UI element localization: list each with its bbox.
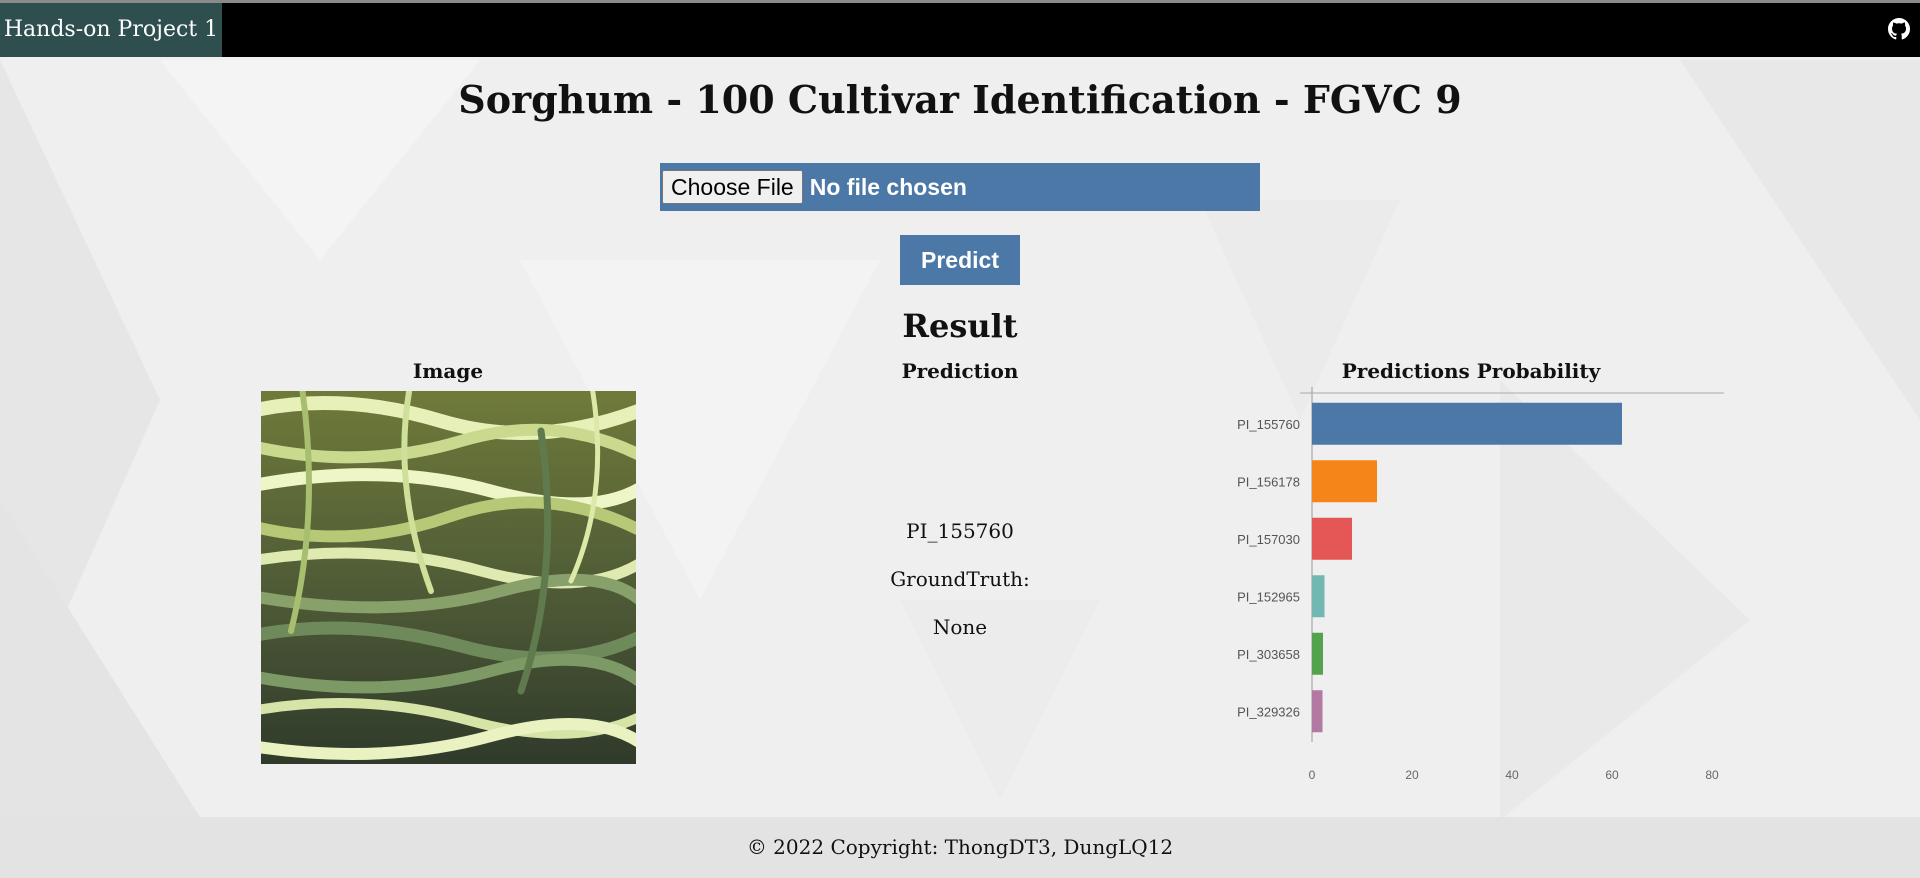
footer-copyright: © 2022 Copyright: ThongDT3, DungLQ12 — [746, 835, 1174, 859]
groundtruth-value: None — [932, 615, 988, 639]
result-heading: Result — [902, 307, 1018, 345]
chart-x-tick-label: 60 — [1605, 768, 1619, 782]
prediction-label: PI_155760 — [906, 519, 1014, 543]
prediction-column-heading: Prediction — [901, 359, 1019, 383]
predict-button[interactable]: Predict — [900, 235, 1020, 285]
chart-bar-pi-155760 — [1312, 402, 1622, 445]
footer: © 2022 Copyright: ThongDT3, DungLQ12 — [0, 817, 1920, 878]
navbar: Hands-on Project 1 — [0, 0, 1920, 57]
github-icon[interactable] — [1888, 18, 1910, 40]
uploaded-sorghum-image — [261, 391, 636, 764]
groundtruth-label: GroundTruth: — [890, 567, 1030, 591]
chart-x-tick-label: 80 — [1705, 768, 1719, 782]
chart-category-label: PI_329326 — [1237, 704, 1300, 719]
chart-category-label: PI_157030 — [1237, 532, 1300, 547]
page-title: Sorghum - 100 Cultivar Identification - … — [458, 77, 1462, 122]
file-status-text: No file chosen — [809, 173, 967, 200]
main-content: Sorghum - 100 Cultivar Identification - … — [0, 57, 1920, 817]
chart-category-label: PI_156178 — [1237, 474, 1300, 489]
navbar-brand[interactable]: Hands-on Project 1 — [0, 3, 222, 57]
probability-bar-chart: PI_155760 PI_156178 PI_157030 PI_152965 PI_3… — [1237, 387, 1724, 782]
chart-bar-pi-156178 — [1312, 460, 1377, 503]
chart-bar-pi-152965 — [1312, 575, 1325, 618]
chart-bar-pi-157030 — [1312, 517, 1352, 560]
image-column-heading: Image — [412, 359, 484, 383]
choose-file-button[interactable]: Choose File — [662, 170, 803, 204]
probability-column-heading: Predictions Probability — [1341, 359, 1601, 383]
chart-category-label: PI_155760 — [1237, 417, 1300, 432]
chart-x-tick-label: 40 — [1505, 768, 1519, 782]
chart-category-label: PI_152965 — [1237, 589, 1300, 604]
chart-bar-pi-303658 — [1312, 632, 1323, 675]
file-upload-input[interactable]: Choose File No file chosen — [660, 163, 1260, 211]
chart-x-tick-label: 0 — [1309, 768, 1316, 782]
chart-bar-pi-329326 — [1312, 690, 1323, 733]
chart-category-label: PI_303658 — [1237, 647, 1300, 662]
chart-x-tick-label: 20 — [1405, 768, 1419, 782]
